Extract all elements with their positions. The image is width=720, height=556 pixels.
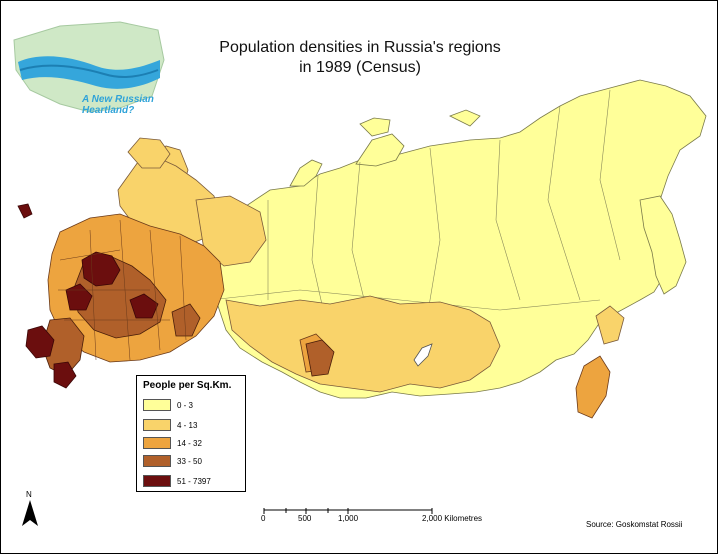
legend-item: 33 - 50 <box>143 454 202 468</box>
kamchatka-peninsula <box>639 195 687 295</box>
title-line-1: Population densities in Russia's regions <box>219 39 501 56</box>
legend-swatch <box>143 419 171 431</box>
kaliningrad <box>17 203 33 219</box>
legend-item: 4 - 13 <box>143 418 197 432</box>
north-caucasus-region <box>53 361 77 389</box>
legend-swatch <box>143 437 171 449</box>
legend-label: 33 - 50 <box>177 456 202 466</box>
legend-label: 0 - 3 <box>177 400 194 410</box>
legend-swatch <box>143 455 171 467</box>
region-group-4-13 <box>117 137 625 393</box>
ural-region <box>171 303 201 337</box>
arctic-islands-north <box>449 109 481 127</box>
region-group-51-7397 <box>25 251 159 389</box>
scale-tick-label: 2,000 Kilometres <box>422 514 483 523</box>
scale-bar <box>263 508 433 514</box>
scale-tick-label: 500 <box>298 514 312 523</box>
title-line-2: in 1989 (Census) <box>299 59 421 76</box>
legend-label: 51 - 7397 <box>177 476 211 486</box>
legend-item: 51 - 7397 <box>143 474 211 488</box>
samara-region <box>129 293 159 319</box>
legend-item: 14 - 32 <box>143 436 202 450</box>
south-siberia-belt <box>225 295 501 393</box>
siberia-dense-region <box>305 339 335 377</box>
legend-label: 4 - 13 <box>177 420 198 430</box>
arctic-islands-east <box>359 117 391 137</box>
legend-swatch <box>143 475 171 487</box>
legend-label: 14 - 32 <box>177 438 202 448</box>
far-east-south <box>595 305 625 345</box>
map-title: Population densities in Russia's regions… <box>150 38 570 78</box>
source-note: Source: Goskomstat Rossii <box>586 520 683 529</box>
scale-tick-label: 1,000 <box>338 514 359 523</box>
caucasus-region <box>25 325 55 359</box>
north-label: N <box>26 490 32 499</box>
north-arrow-icon <box>22 500 38 526</box>
primorye <box>575 355 611 419</box>
kola-peninsula <box>127 137 171 169</box>
logo-graphic <box>13 21 165 113</box>
legend: People per Sq.Km. 0 - 3 4 - 13 14 - 32 3… <box>136 375 246 492</box>
logo-text-line-1: A New Russian <box>82 94 154 105</box>
taymyr-peninsula <box>355 133 405 167</box>
legend-item: 0 - 3 <box>143 398 193 412</box>
legend-title: People per Sq.Km. <box>143 380 232 391</box>
legend-swatch <box>143 399 171 411</box>
scale-tick-label: 0 <box>261 514 266 523</box>
tula-region <box>65 283 93 311</box>
logo-text-line-2: Heartland? <box>82 105 135 116</box>
logo-text: A New Russian Heartland? <box>82 94 154 116</box>
novaya-zemlya <box>289 159 323 187</box>
lake-baikal <box>413 343 433 367</box>
